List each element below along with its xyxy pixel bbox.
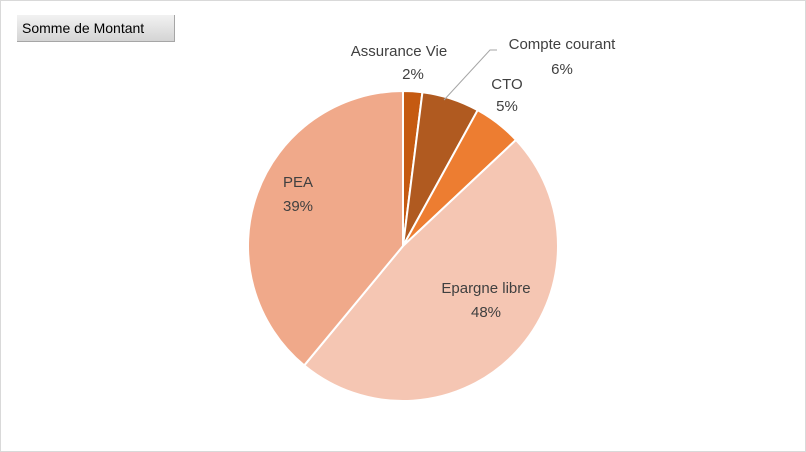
- value-label: 5%: [496, 98, 518, 115]
- category-label: Assurance Vie: [351, 43, 447, 60]
- value-label: 48%: [471, 304, 501, 321]
- leader-line: [443, 49, 497, 101]
- pie-slice: [302, 138, 559, 402]
- pie-slice: [247, 89, 404, 367]
- category-label: Compte courant: [509, 36, 617, 53]
- category-label: Epargne libre: [441, 280, 530, 297]
- value-label: 2%: [402, 66, 424, 83]
- value-label: 6%: [551, 61, 573, 78]
- value-label: 39%: [283, 198, 313, 215]
- pivot-field-button[interactable]: Somme de Montant: [17, 15, 175, 42]
- category-label: CTO: [491, 76, 522, 93]
- category-label: PEA: [283, 174, 313, 191]
